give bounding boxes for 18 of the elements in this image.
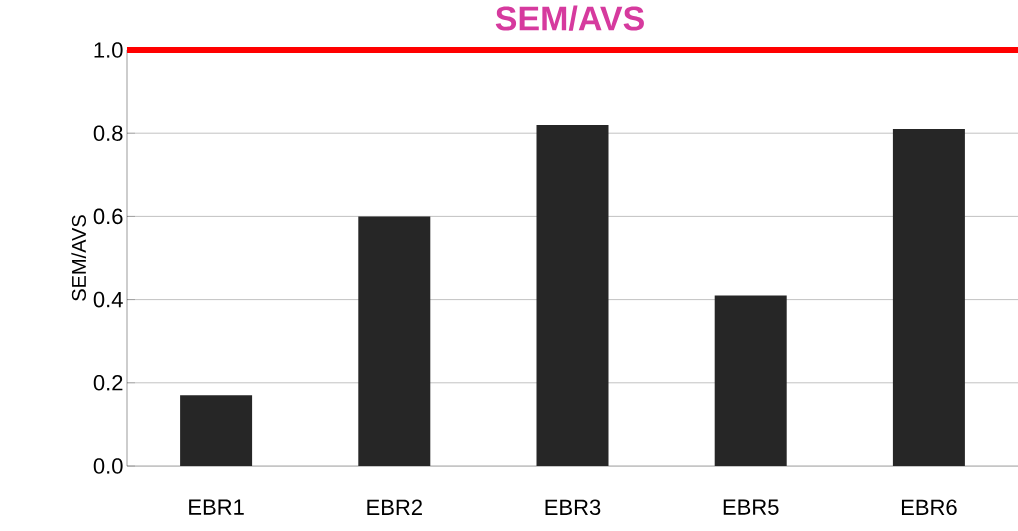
x-tick-label: EBR3 [545, 499, 601, 516]
y-tick-label: 0.8 [93, 125, 123, 141]
y-axis-title: SEM/AVS [71, 215, 87, 301]
y-tick-label: 0.6 [93, 208, 123, 225]
x-tick-label: EBR5 [723, 499, 779, 515]
bar [714, 295, 787, 466]
chart-title: SEM/AVS [495, 5, 644, 31]
y-tick-label: 1.0 [94, 42, 123, 58]
x-tick-label: EBR6 [901, 499, 957, 516]
bar [892, 129, 965, 466]
y-tick-label: 0.0 [93, 458, 123, 474]
bar [358, 216, 431, 466]
x-tick-label: EBR1 [189, 499, 244, 515]
y-tick-label: 0.4 [93, 291, 123, 308]
x-tick-label: EBR2 [367, 499, 422, 515]
bar [536, 124, 609, 466]
y-tick-label: 0.2 [93, 375, 123, 391]
bar [180, 395, 253, 466]
